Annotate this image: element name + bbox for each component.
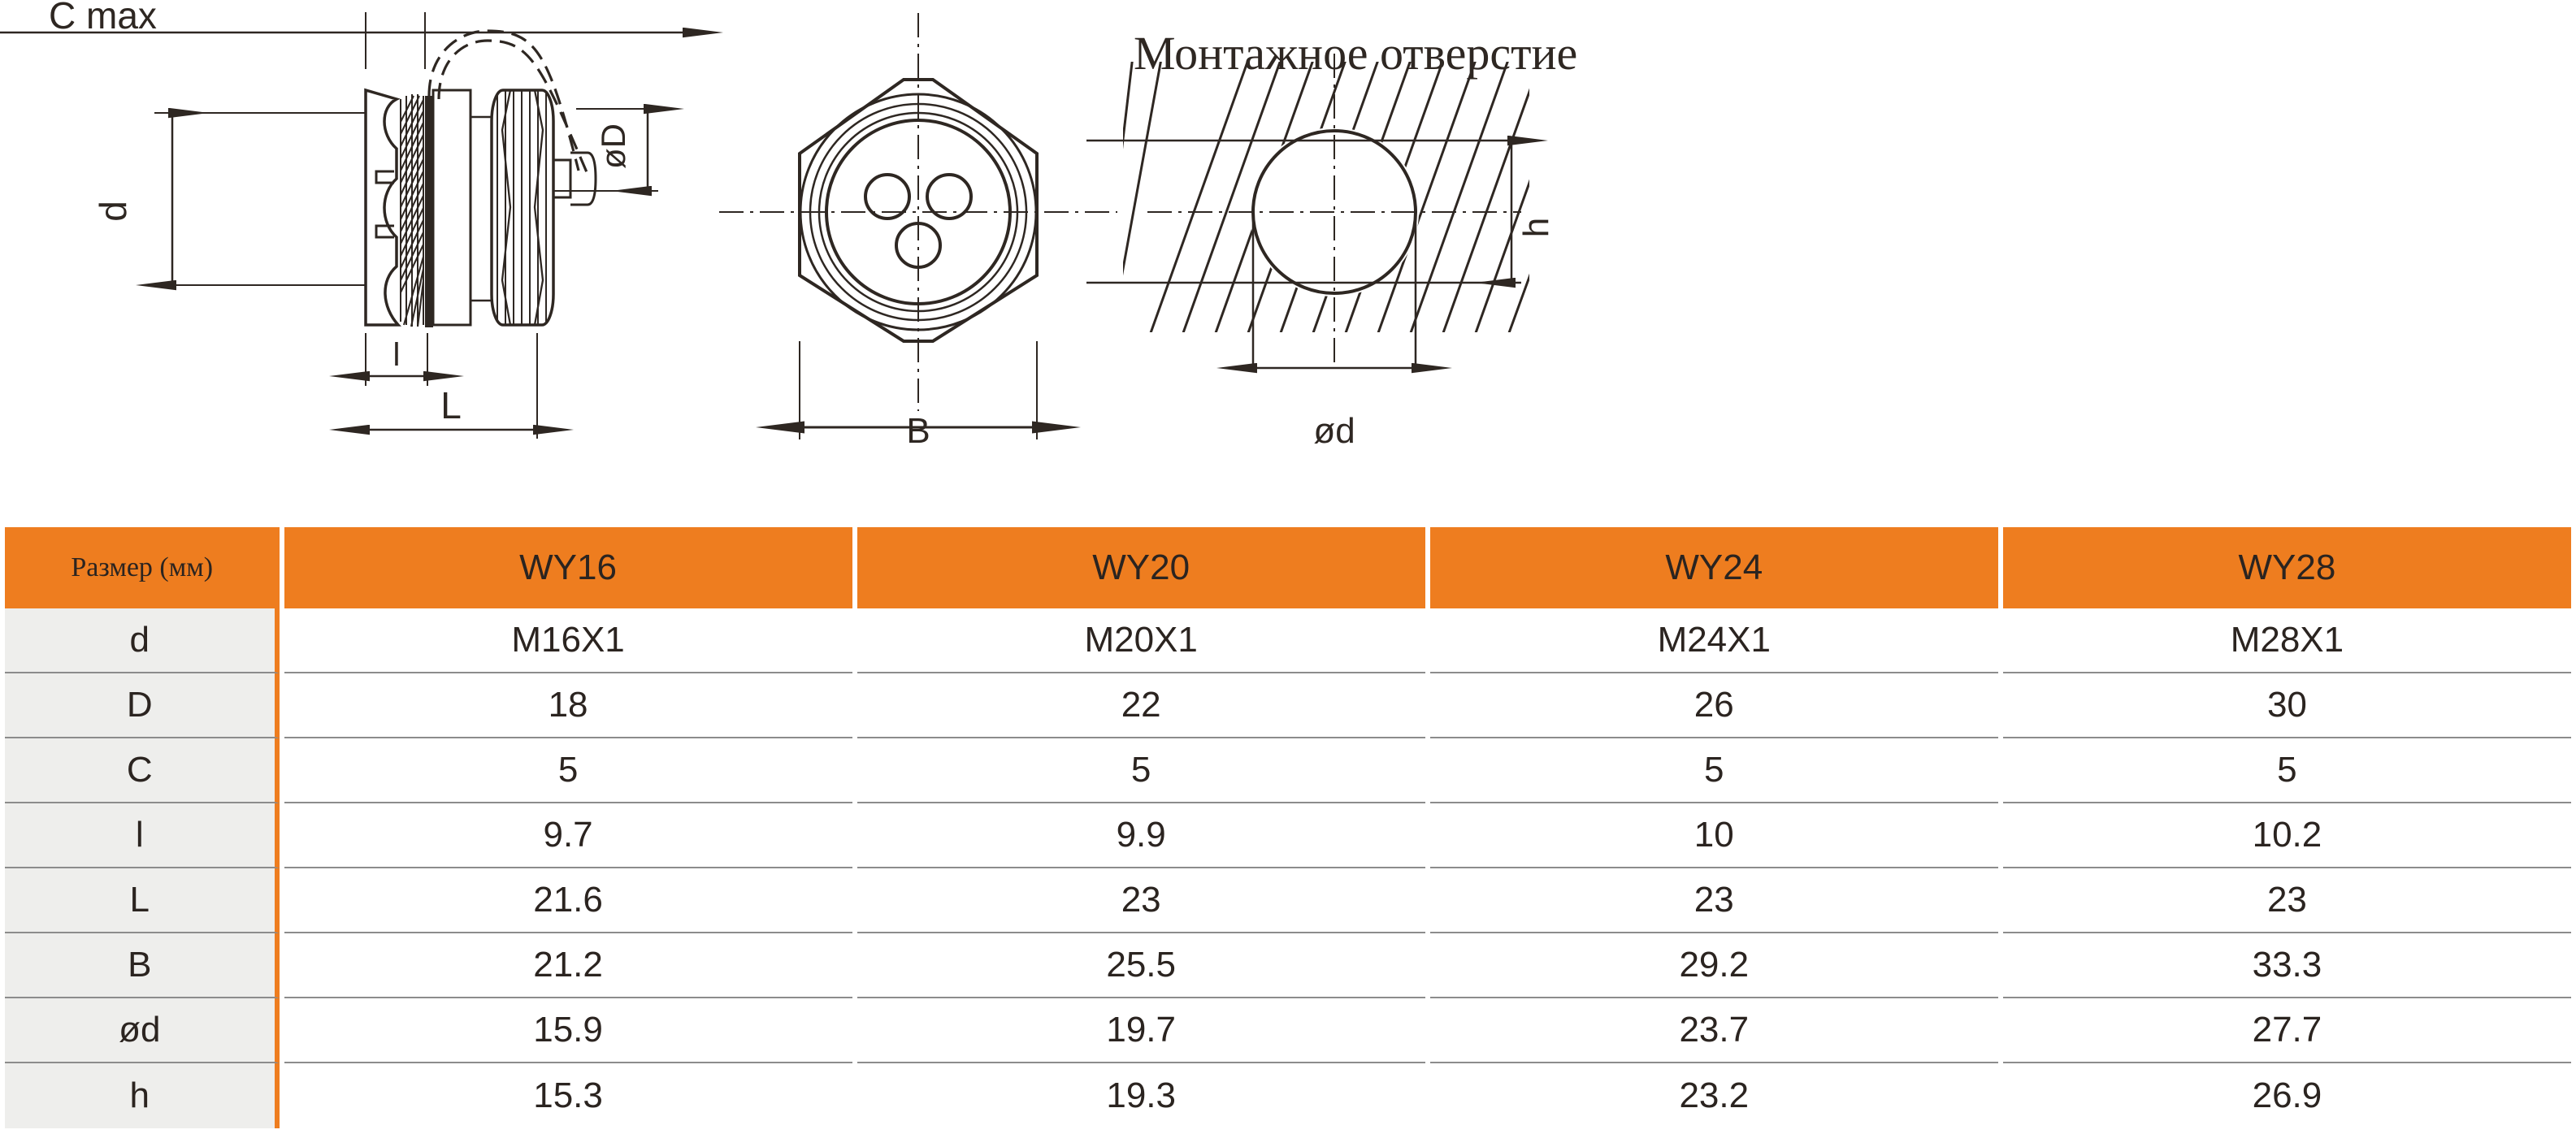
svg-text:ød: ød: [1313, 411, 1355, 451]
svg-text:d: d: [92, 201, 134, 222]
svg-text:L: L: [440, 384, 462, 426]
svg-text:øD: øD: [594, 123, 632, 169]
svg-text:Монтажное отверстие: Монтажное отверстие: [1134, 27, 1577, 80]
svg-text:B: B: [906, 411, 930, 451]
svg-text:l: l: [393, 337, 401, 373]
svg-text:C max: C max: [49, 0, 157, 37]
svg-text:h: h: [1516, 218, 1556, 237]
